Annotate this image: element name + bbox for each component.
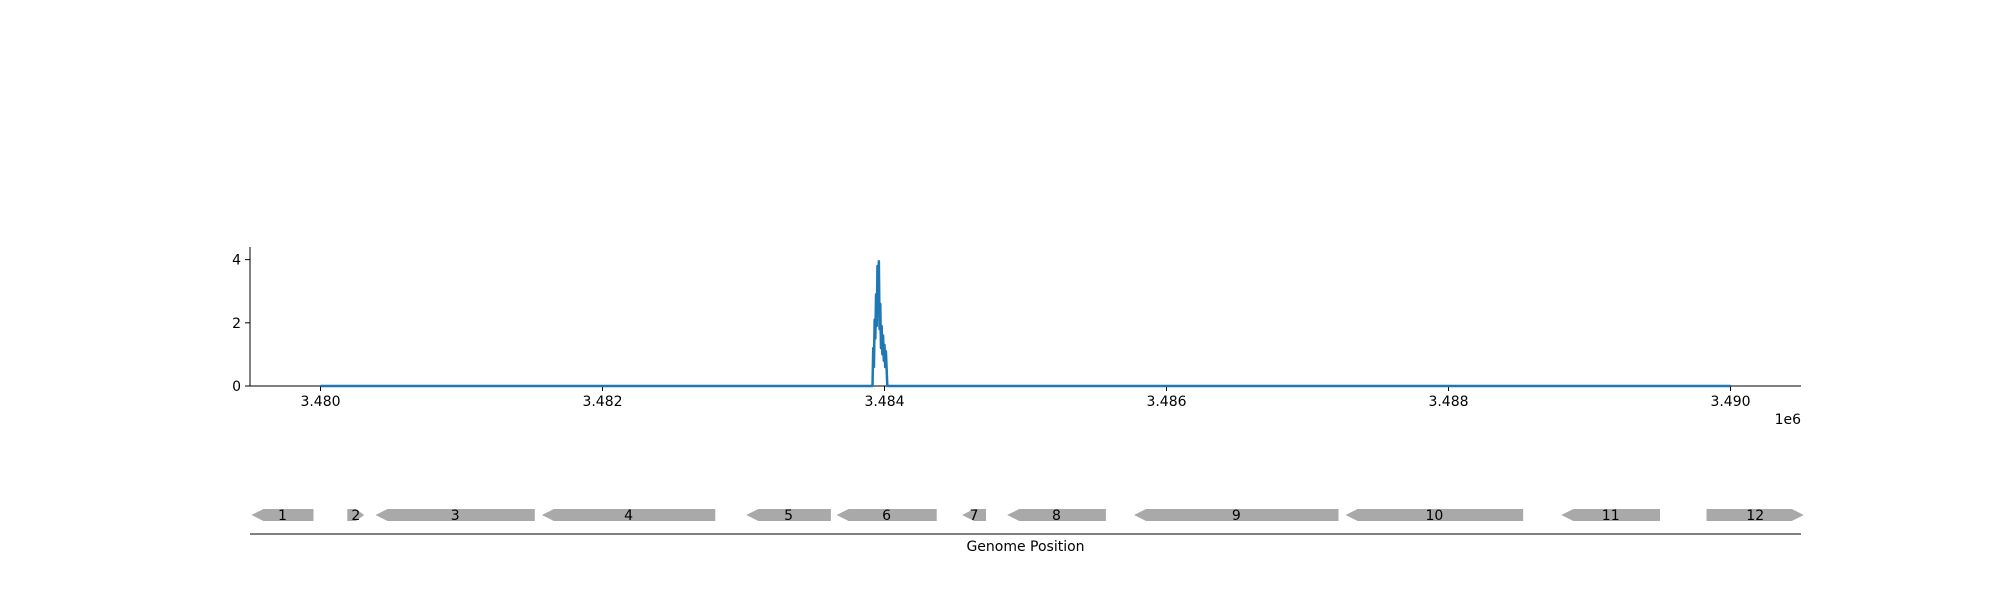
gene-label: 10 xyxy=(1425,508,1443,524)
gene-label: 4 xyxy=(624,508,633,524)
gene-arrow xyxy=(746,509,831,521)
gene-arrow xyxy=(1134,509,1339,521)
gene-arrow xyxy=(251,509,314,521)
y-axis-ticks: 0 2 4 xyxy=(232,253,250,395)
y-tick-label: 0 xyxy=(232,379,241,395)
x-axis-scale-label: 1e6 xyxy=(1775,412,1802,428)
gene-arrow xyxy=(347,509,365,521)
gene-label: 9 xyxy=(1232,508,1241,524)
coverage-panel: 3.480 3.482 3.484 3.486 3.488 3.490 0 2 4 1e6 xyxy=(232,247,1801,428)
gene-label: 12 xyxy=(1746,508,1764,524)
gene-track-xlabel: Genome Position xyxy=(966,539,1084,555)
gene-arrow xyxy=(1345,509,1524,521)
gene-arrow xyxy=(1561,509,1660,521)
gene-arrow xyxy=(962,509,986,521)
x-tick-label: 3.486 xyxy=(1146,394,1186,410)
gene-label: 6 xyxy=(882,508,891,524)
y-tick-label: 4 xyxy=(232,253,241,269)
gene-label: 11 xyxy=(1602,508,1620,524)
gene-arrow xyxy=(1007,509,1106,521)
gene-arrow xyxy=(836,509,937,521)
series-layer xyxy=(320,259,1731,388)
gene-label: 7 xyxy=(970,508,979,524)
gene-arrow xyxy=(375,509,535,521)
gene-track: 1 2 3 4 5 6 7 8 9 10 11 12 Genome Position xyxy=(250,508,1804,555)
gene-label: 8 xyxy=(1052,508,1061,524)
x-tick-label: 3.480 xyxy=(300,394,340,410)
gene-label: 1 xyxy=(278,508,287,524)
gene-arrow xyxy=(1706,509,1804,521)
gene-arrow xyxy=(541,509,716,521)
y-tick-label: 2 xyxy=(232,316,241,332)
gene-label: 3 xyxy=(451,508,460,524)
gene-features: 1 2 3 4 5 6 7 8 9 10 11 12 xyxy=(251,508,1804,524)
x-tick-label: 3.488 xyxy=(1428,394,1468,410)
x-tick-label: 3.490 xyxy=(1710,394,1750,410)
coverage-series-line xyxy=(320,259,1731,388)
gene-label: 5 xyxy=(784,508,793,524)
x-tick-label: 3.482 xyxy=(582,394,622,410)
x-tick-label: 3.484 xyxy=(864,394,904,410)
x-axis-ticks: 3.480 3.482 3.484 3.486 3.488 3.490 xyxy=(300,386,1751,410)
gene-label: 2 xyxy=(351,508,360,524)
